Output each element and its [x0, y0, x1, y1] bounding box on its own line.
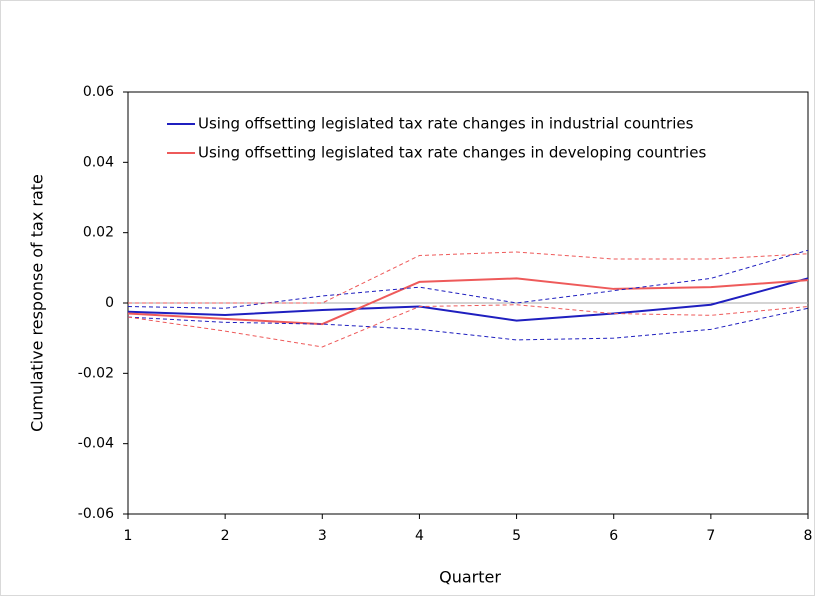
- x-tick-label: 6: [609, 528, 618, 544]
- x-tick-label: 8: [804, 528, 813, 544]
- band-line: [127, 249, 809, 309]
- y-tick-label: -0.02: [78, 365, 114, 381]
- x-tick-label: 7: [706, 528, 715, 544]
- x-tick-label: 5: [512, 528, 521, 544]
- x-tick-label: 4: [415, 528, 424, 544]
- x-tick-label: 2: [221, 528, 230, 544]
- series-line: [127, 277, 809, 326]
- band-line: [127, 307, 809, 341]
- y-tick-label: 0.02: [83, 225, 114, 241]
- x-tick-label: 3: [318, 528, 327, 544]
- y-axis-label: Cumulative response of tax rate: [28, 174, 47, 432]
- series-line: [127, 277, 809, 322]
- x-axis-label: Quarter: [439, 568, 501, 587]
- y-tick-label: -0.06: [78, 506, 114, 522]
- legend-label: Using offsetting legislated tax rate cha…: [198, 115, 694, 133]
- legend-label: Using offsetting legislated tax rate cha…: [198, 144, 706, 162]
- x-tick-label: 1: [124, 528, 133, 544]
- y-tick-label: 0.04: [83, 154, 114, 170]
- band-line: [128, 251, 809, 304]
- y-tick-label: 0.06: [83, 84, 114, 100]
- y-tick-label: -0.04: [78, 436, 114, 452]
- y-tick-label: 0: [105, 295, 114, 311]
- band-line: [127, 304, 809, 348]
